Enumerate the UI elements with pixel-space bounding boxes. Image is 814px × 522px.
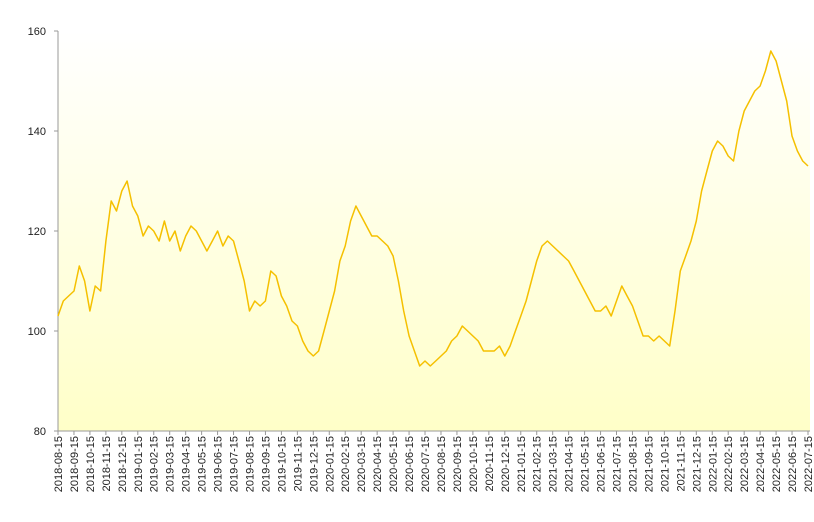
line [57, 50, 809, 367]
x-tick-label: 2018-08-15 [53, 436, 65, 492]
x-tick-label: 2019-10-15 [276, 436, 288, 492]
x-tick-label: 2021-04-15 [564, 436, 576, 492]
x-tick-label: 2019-06-15 [213, 436, 225, 492]
x-tick-label: 2019-02-15 [149, 436, 161, 492]
x-tick-label: 2019-11-15 [292, 436, 304, 491]
x-tick-label: 2020-07-15 [420, 436, 432, 492]
x-tick-label: 2022-07-15 [803, 436, 814, 492]
x-tick-label: 2020-08-15 [436, 436, 448, 492]
x-tick-label: 2019-12-15 [308, 436, 320, 492]
x-tick-label: 2021-12-15 [691, 436, 703, 492]
y-tick-label: 80 [34, 426, 46, 438]
x-tick-label: 2022-05-15 [771, 436, 783, 492]
x-tick-label: 2020-10-15 [468, 436, 480, 492]
x-tick-label: 2020-01-15 [324, 436, 336, 492]
x-tick-label: 2018-10-15 [85, 436, 97, 492]
x-tick-label: 2020-11-15 [484, 436, 496, 491]
x-tick-label: 2019-04-15 [181, 436, 193, 492]
x-tick-label: 2020-06-15 [404, 436, 416, 492]
x-tick-label: 2019-07-15 [229, 436, 241, 492]
x-tick-label: 2020-03-15 [356, 436, 368, 492]
x-tick-label: 2020-12-15 [500, 436, 512, 492]
x-tick-label: 2022-01-15 [707, 436, 719, 492]
y-tick-label: 140 [28, 126, 46, 138]
x-tick-label: 2021-02-15 [532, 436, 544, 492]
x-tick-label: 2021-01-15 [516, 436, 528, 492]
x-tick-label: 2019-09-15 [260, 436, 272, 492]
x-tick-label: 2021-05-15 [580, 436, 592, 492]
x-tick-label: 2018-09-15 [69, 436, 81, 492]
y-tick-label: 100 [28, 326, 46, 338]
x-tick-label: 2022-02-15 [723, 436, 735, 492]
x-tick-label: 2021-06-15 [596, 436, 608, 492]
x-tick-label: 2019-03-15 [165, 436, 177, 492]
x-tick-label: 2022-03-15 [739, 436, 751, 492]
y-tick-label: 160 [28, 26, 46, 38]
x-tick-label: 2021-07-15 [612, 436, 624, 492]
x-tick-label: 2021-10-15 [659, 436, 671, 492]
x-tick-label: 2022-06-15 [787, 436, 799, 492]
x-tick-label: 2022-04-15 [755, 436, 767, 492]
x-tick-label: 2020-09-15 [452, 436, 464, 492]
x-tick-label: 2020-02-15 [340, 436, 352, 492]
x-tick-label: 2021-08-15 [627, 436, 639, 492]
x-tick-label: 2018-11-15 [101, 436, 113, 491]
x-tick-label: 2020-04-15 [372, 436, 384, 492]
y-tick-label: 120 [28, 226, 46, 238]
x-tick-label: 2019-08-15 [244, 436, 256, 492]
x-tick-label: 2019-01-15 [133, 436, 145, 492]
x-tick-label: 2021-03-15 [548, 436, 560, 492]
plot-area [58, 31, 810, 431]
x-tick-label: 2021-09-15 [643, 436, 655, 492]
x-tick-label: 2018-12-15 [117, 436, 129, 492]
x-tick-label: 2021-11-15 [675, 436, 687, 491]
x-tick-label: 2020-05-15 [388, 436, 400, 492]
x-tick-label: 2019-05-15 [197, 436, 209, 492]
